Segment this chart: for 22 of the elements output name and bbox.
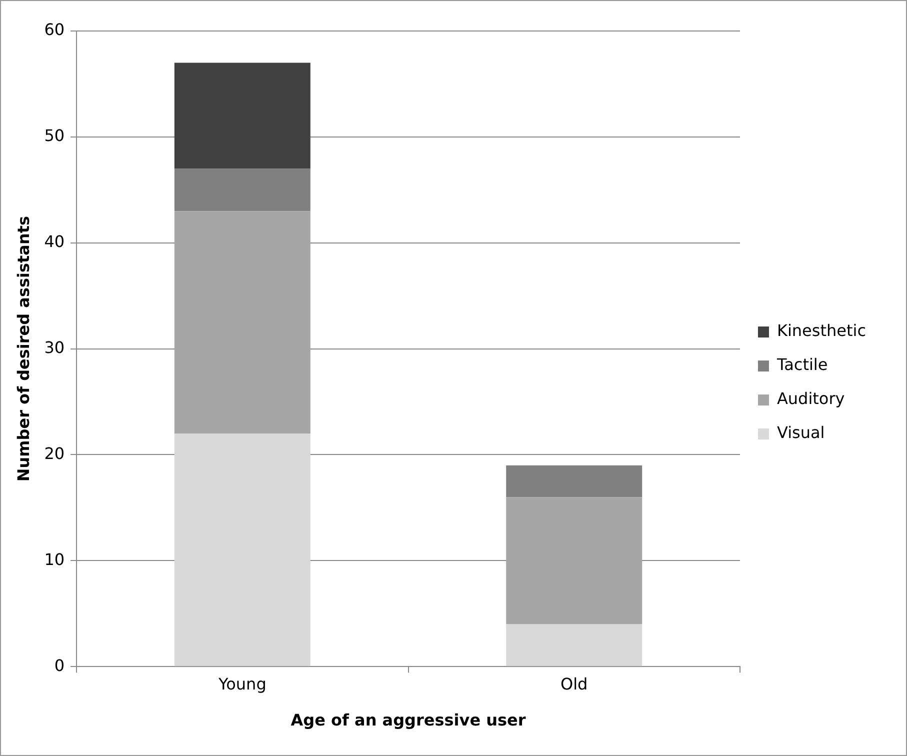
x-axis-title: Age of an aggressive user — [290, 710, 526, 730]
y-tick-label: 50 — [44, 126, 65, 146]
bar — [174, 62, 310, 169]
bar — [174, 211, 310, 434]
x-tick-label: Old — [560, 674, 588, 694]
legend-label: Auditory — [776, 389, 845, 408]
y-tick-label: 60 — [44, 20, 65, 40]
bar — [506, 624, 642, 666]
y-tick-label: 40 — [44, 232, 65, 252]
bar — [174, 434, 310, 666]
bar — [506, 465, 642, 498]
y-axis-title: Number of desired assistants — [14, 216, 33, 482]
legend-label: Tactile — [776, 355, 828, 374]
y-tick-label: 10 — [44, 550, 65, 569]
legend-label: Visual — [776, 423, 825, 442]
legend-label: Kinesthetic — [776, 321, 866, 340]
y-tick-label: 0 — [54, 656, 65, 675]
bar — [174, 168, 310, 212]
y-tick-label: 20 — [44, 444, 65, 463]
y-tick-label: 30 — [44, 338, 65, 357]
bar — [506, 497, 642, 624]
x-tick-label: Young — [217, 674, 266, 694]
